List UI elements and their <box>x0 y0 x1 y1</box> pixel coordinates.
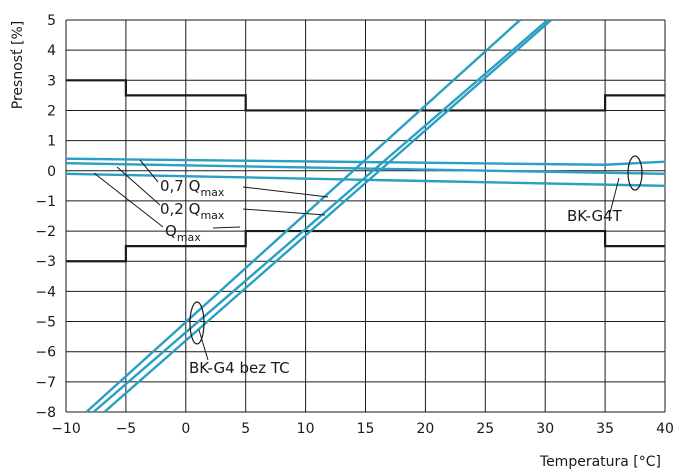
limit-line <box>66 229 665 263</box>
bk-g4t-group-ellipse <box>627 155 643 191</box>
y-tick-label: −6 <box>35 345 56 361</box>
leader-0-2-qmax <box>242 208 326 216</box>
annotation-bk-g4t: BK-G4T <box>567 207 623 225</box>
annotation-bk-g4-bez-tc: BK-G4 bez TC <box>189 359 290 377</box>
y-tick-label: −7 <box>35 375 56 391</box>
x-tick-label: 10 <box>297 421 315 437</box>
x-tick-label: 20 <box>416 421 434 437</box>
y-tick-label: 3 <box>47 73 56 89</box>
leader-bk-g4-bez-tc <box>198 329 209 361</box>
leader-qmax <box>212 226 241 229</box>
limit-lines <box>66 79 665 263</box>
x-tick-label: 35 <box>596 421 614 437</box>
leader-0-2-qmax <box>116 166 161 206</box>
accuracy-curve <box>65 157 666 166</box>
y-tick-label: 0 <box>47 164 56 180</box>
x-tick-label: 30 <box>536 421 554 437</box>
tick-labels: −10 −5 0 5 10 15 20 25 30 35 40−8−7−6−5−4−3−2−1012… <box>35 13 674 437</box>
y-tick-label: −2 <box>35 224 56 240</box>
accuracy-curve <box>65 172 666 188</box>
leader-0-7-qmax <box>139 159 159 183</box>
x-tick-label: 5 <box>241 421 250 437</box>
y-tick-label: −1 <box>35 194 56 210</box>
y-tick-label: 4 <box>47 43 56 59</box>
leader-qmax <box>93 172 164 228</box>
x-tick-label: −5 <box>116 421 137 437</box>
x-axis-title: Temperatura [°C] <box>539 454 661 470</box>
x-tick-label: 0 <box>181 421 190 437</box>
x-tick-label: −10 <box>51 421 81 437</box>
y-axis-title: Presnosť [%] <box>10 21 26 109</box>
y-tick-label: −3 <box>35 254 56 270</box>
accuracy-curve <box>65 162 666 175</box>
y-tick-label: 2 <box>47 103 56 119</box>
annotation-0-7-qmax: 0,7 Qmax <box>160 177 225 199</box>
x-tick-label: 40 <box>656 421 674 437</box>
x-tick-label: 15 <box>357 421 375 437</box>
bk-g4-bez-tc-group-ellipse <box>189 301 205 345</box>
limit-line <box>66 79 665 112</box>
accuracy-curve <box>85 19 521 413</box>
annotation-qmax: Qmax <box>165 222 201 244</box>
leader-0-7-qmax <box>242 186 329 198</box>
leader-bk-g4t <box>609 177 620 214</box>
accuracy-curve <box>103 19 552 413</box>
y-tick-label: −8 <box>35 405 56 421</box>
annotation-leaders <box>93 155 643 361</box>
accuracy-curve <box>92 19 549 413</box>
accuracy-curves <box>65 19 666 413</box>
y-tick-label: −5 <box>35 315 56 331</box>
annotation-0-2-qmax: 0,2 Qmax <box>160 200 225 222</box>
y-tick-label: −4 <box>35 284 56 300</box>
x-tick-label: 25 <box>476 421 494 437</box>
y-tick-label: 5 <box>47 13 56 29</box>
y-tick-label: 1 <box>47 134 56 150</box>
